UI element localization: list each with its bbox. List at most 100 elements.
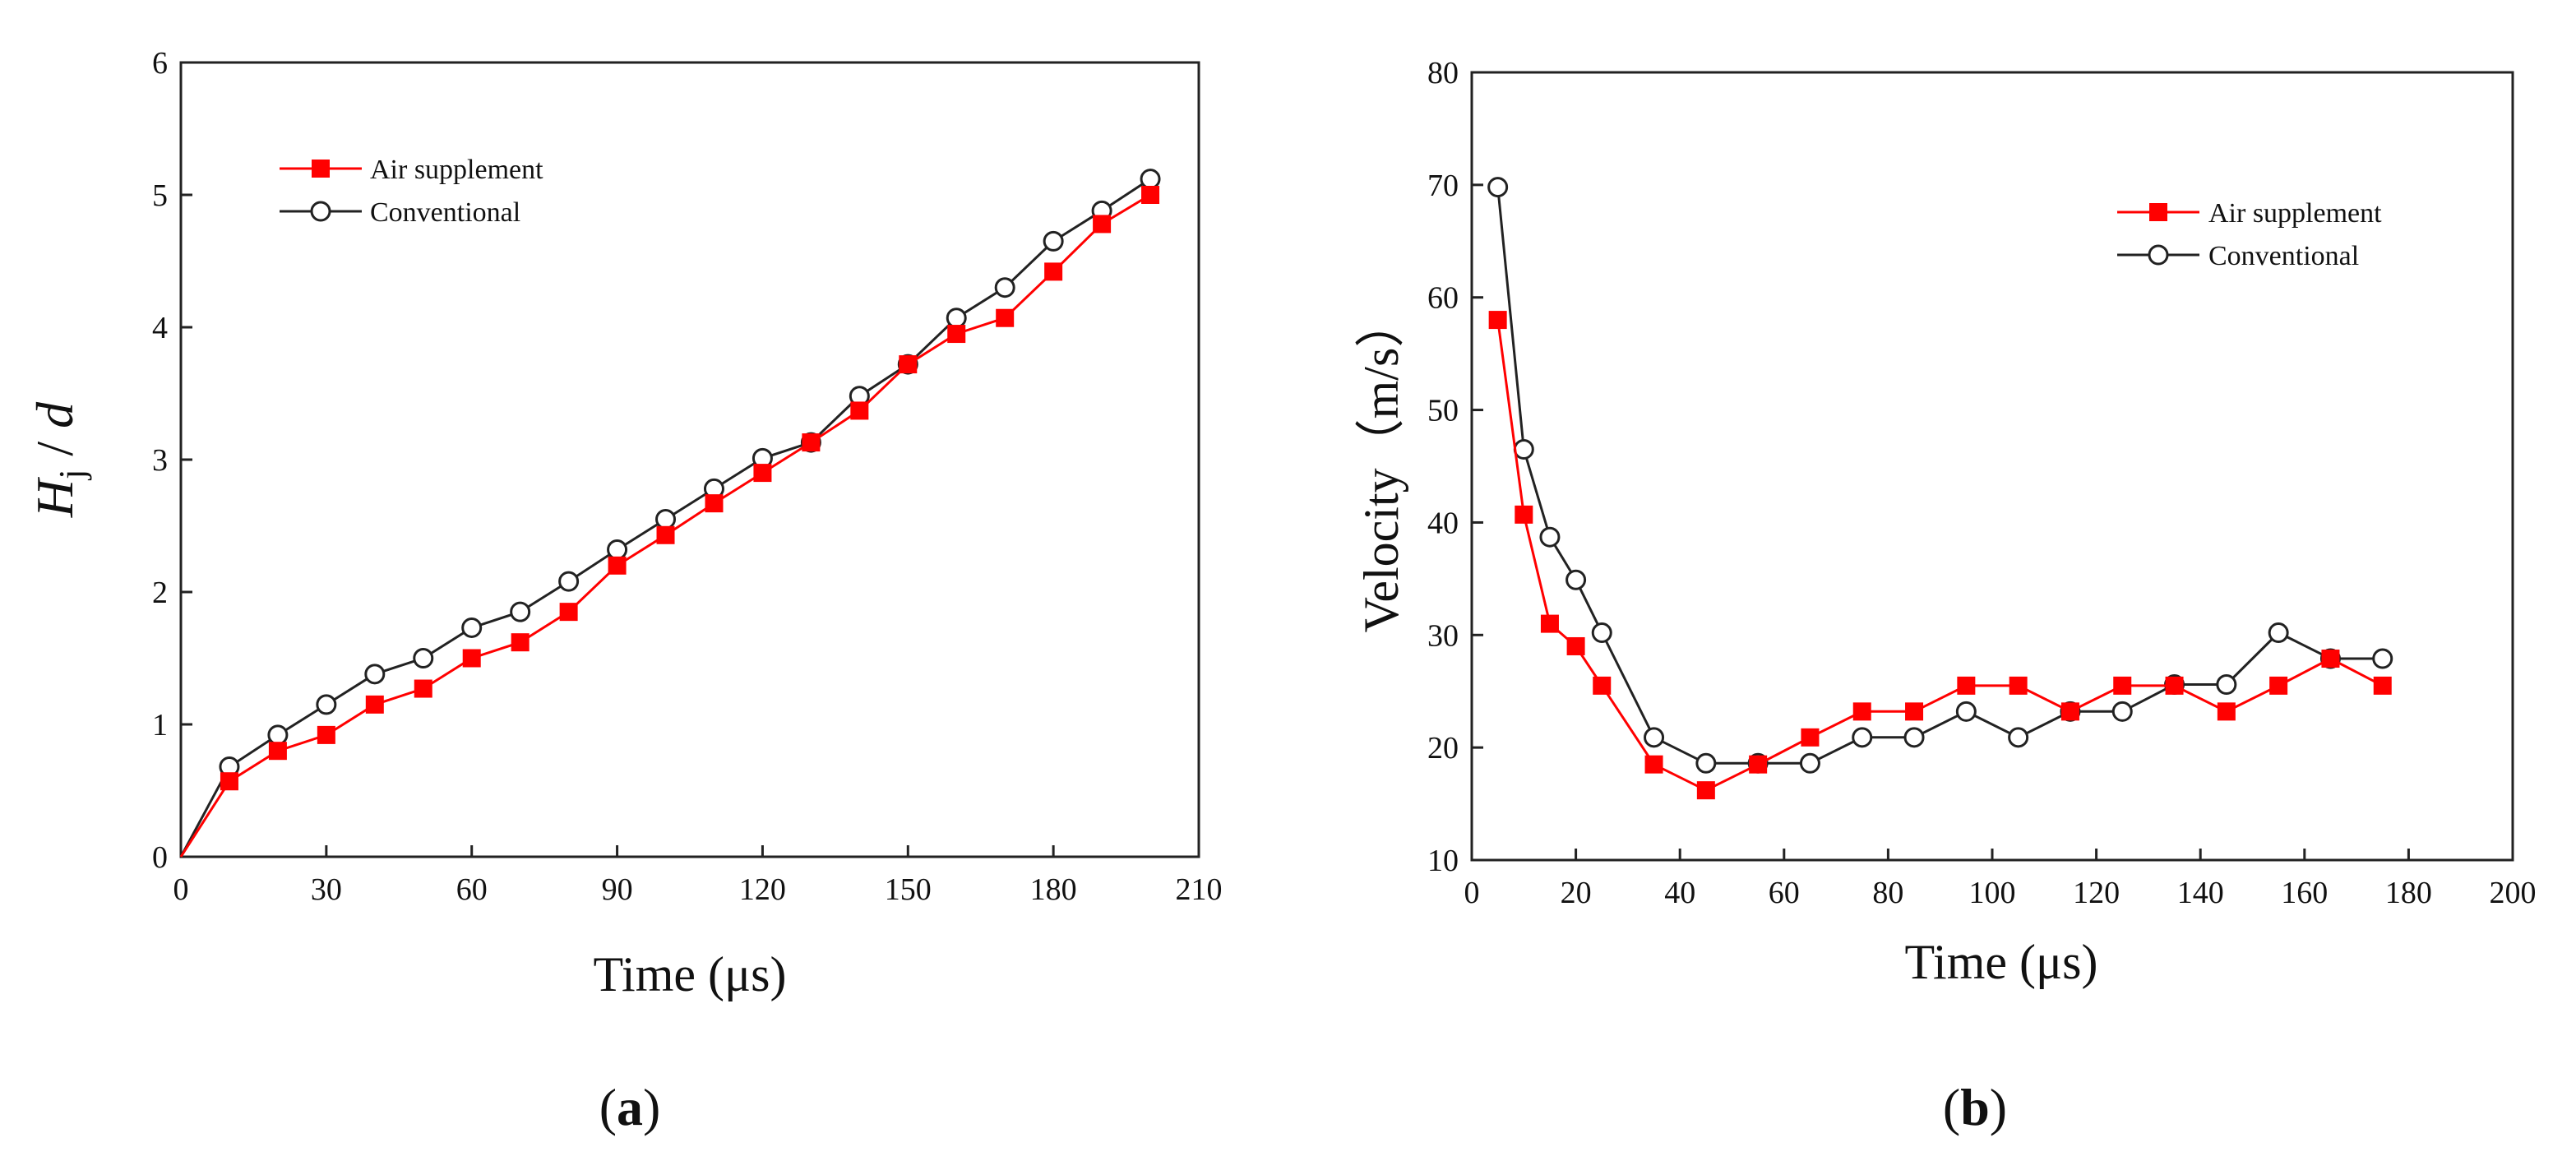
chart-a-point-air-20 xyxy=(1141,186,1160,204)
chart-b-point-conv-17 xyxy=(2268,622,2289,644)
chart-b-point-air-11 xyxy=(1957,676,1976,695)
chart-a-x-axis: 0 30 60 90 120 150 180 210 xyxy=(173,845,1223,907)
chart-b-y-axis-label: Velocity（m/s） xyxy=(1354,298,1408,633)
chart-b-y-tick-label-6: 70 xyxy=(1427,169,1459,203)
chart-b-point-air-18 xyxy=(2321,650,2340,668)
chart-a-y-axis-label-h: H xyxy=(25,476,84,518)
chart-b-point-conv-3 xyxy=(1565,569,1587,590)
chart-a-x-tick-label-2: 60 xyxy=(456,872,488,907)
chart-a-series-group xyxy=(179,169,1161,858)
chart-b-point-air-12 xyxy=(2009,676,2028,695)
chart-b-x-tick-label-10: 200 xyxy=(2490,876,2537,910)
chart-a-point-air-8 xyxy=(559,603,578,622)
chart-b-legend-label-conv: Conventional xyxy=(2208,241,2359,271)
chart-a-point-air-1 xyxy=(220,772,238,791)
chart-b-point-conv-11 xyxy=(1955,701,1977,722)
chart-a-point-air-19 xyxy=(1093,215,1112,234)
chart-a-point-air-6 xyxy=(462,649,481,668)
chart-b-point-air-17 xyxy=(2269,676,2288,695)
chart-a-x-tick-label-1: 30 xyxy=(311,872,342,907)
chart-b-line-air xyxy=(1496,319,2384,792)
chart-b-y-tick-label-3: 40 xyxy=(1427,506,1459,540)
chart-b-point-conv-5 xyxy=(1644,727,1665,748)
chart-a-y-axis-label-d: d xyxy=(25,401,84,428)
chart-a-y-axis-label-sub: j xyxy=(52,469,92,481)
chart-a-point-air-18 xyxy=(1044,262,1063,281)
chart-a-point-air-13 xyxy=(802,433,821,452)
chart-a-point-air-16 xyxy=(947,325,966,344)
chart-a-point-air-11 xyxy=(705,494,724,513)
chart-b-point-air-10 xyxy=(1905,702,1924,721)
chart-a-point-air-2 xyxy=(268,742,287,761)
chart-a-legend-label-air: Air supplement xyxy=(370,155,543,185)
chart-b-legend-marker-air xyxy=(2149,203,2167,221)
chart-b-y-tick-label-2: 30 xyxy=(1427,618,1459,653)
chart-a-y-tick-label-4: 4 xyxy=(152,311,168,345)
chart-b-point-air-16 xyxy=(2217,702,2236,721)
chart-b-x-tick-label-7: 140 xyxy=(2177,876,2224,910)
chart-b-point-air-6 xyxy=(1696,781,1715,800)
chart-a-point-air-3 xyxy=(317,725,335,744)
chart-a-point-air-17 xyxy=(996,308,1015,327)
chart-a-legend-label-conv: Conventional xyxy=(370,197,520,228)
chart-b-legend-marker-conv xyxy=(2148,244,2169,266)
chart-a-point-air-15 xyxy=(899,355,918,374)
chart-b-point-air-5 xyxy=(1644,755,1663,774)
chart-a-point-conv-7 xyxy=(510,601,531,622)
chart-b-point-conv-19 xyxy=(2372,648,2393,669)
chart-a-legend: Air supplement Conventional xyxy=(280,155,543,228)
chart-b-x-tick-label-3: 60 xyxy=(1769,876,1800,910)
chart-b-series-group xyxy=(1487,177,2393,800)
chart-a-point-conv-16 xyxy=(946,308,967,329)
chart-b-y-tick-label-7: 80 xyxy=(1427,56,1459,90)
chart-a-point-conv-20 xyxy=(1140,169,1161,190)
chart-a-x-tick-label-0: 0 xyxy=(173,872,189,907)
chart-b-x-tick-label-5: 100 xyxy=(1969,876,2016,910)
chart-a-x-tick-label-6: 180 xyxy=(1030,872,1077,907)
chart-a-point-air-4 xyxy=(365,695,384,714)
chart-b-x-tick-label-9: 180 xyxy=(2385,876,2432,910)
chart-a-x-axis-label: Time (μs) xyxy=(594,947,787,1001)
chart-b-point-air-3 xyxy=(1566,636,1585,655)
chart-a-point-air-14 xyxy=(850,401,869,420)
chart-b-x-tick-label-2: 40 xyxy=(1664,876,1695,910)
chart-b-point-conv-12 xyxy=(2008,727,2029,748)
chart-a-y-axis-label: Hj / d xyxy=(25,401,92,518)
chart-a-y-axis-label-slash: / xyxy=(25,428,84,469)
chart-b-point-air-1 xyxy=(1515,505,1533,524)
chart-b-point-conv-0 xyxy=(1487,177,1509,198)
chart-b-x-axis-label: Time (μs) xyxy=(1905,935,2098,989)
chart-a-y-tick-label-5: 5 xyxy=(152,178,168,213)
chart-b-plot-frame xyxy=(1470,71,2514,862)
chart-a-legend-marker-air xyxy=(312,160,330,178)
chart-b-point-air-2 xyxy=(1540,614,1559,633)
chart-b-point-conv-2 xyxy=(1539,526,1561,548)
chart-b-point-air-9 xyxy=(1852,702,1871,721)
chart-a-panel-label: (a) xyxy=(599,1078,661,1136)
chart-b-point-conv-14 xyxy=(2111,701,2133,722)
chart-b-point-conv-9 xyxy=(1852,727,1873,748)
chart-a-point-conv-9 xyxy=(607,539,628,560)
chart-a-y-tick-label-0: 0 xyxy=(152,840,168,875)
chart-b-panel-label: (b) xyxy=(1943,1078,2007,1136)
chart-b-x-tick-label-8: 160 xyxy=(2281,876,2328,910)
chart-b-panel-letter: b xyxy=(1960,1078,1990,1136)
chart-b-point-conv-8 xyxy=(1799,752,1820,774)
chart-a-point-conv-18 xyxy=(1043,230,1064,252)
chart-a-x-tick-label-7: 210 xyxy=(1176,872,1223,907)
chart-b-x-axis: 0 20 40 60 80 100 120 140 160 180 200 xyxy=(1464,849,2537,910)
chart-a-point-conv-2 xyxy=(267,724,289,746)
chart-b-y-tick-label-0: 10 xyxy=(1427,844,1459,878)
chart-a-y-tick-label-1: 1 xyxy=(152,708,168,742)
chart-a-y-tick-label-2: 2 xyxy=(152,576,168,610)
chart-b-x-tick-label-0: 0 xyxy=(1464,876,1480,910)
chart-a-y-axis: 0 1 2 3 4 5 6 xyxy=(152,46,192,875)
chart-a-y-tick-label-6: 6 xyxy=(152,46,168,81)
chart-a-point-air-12 xyxy=(753,464,772,483)
chart-a-point-conv-8 xyxy=(558,571,580,592)
chart-a-point-conv-5 xyxy=(413,648,434,668)
chart-b-line-conv xyxy=(1496,187,2383,765)
chart-b-legend-label-air: Air supplement xyxy=(2208,198,2382,229)
chart-b-point-air-19 xyxy=(2373,676,2392,695)
